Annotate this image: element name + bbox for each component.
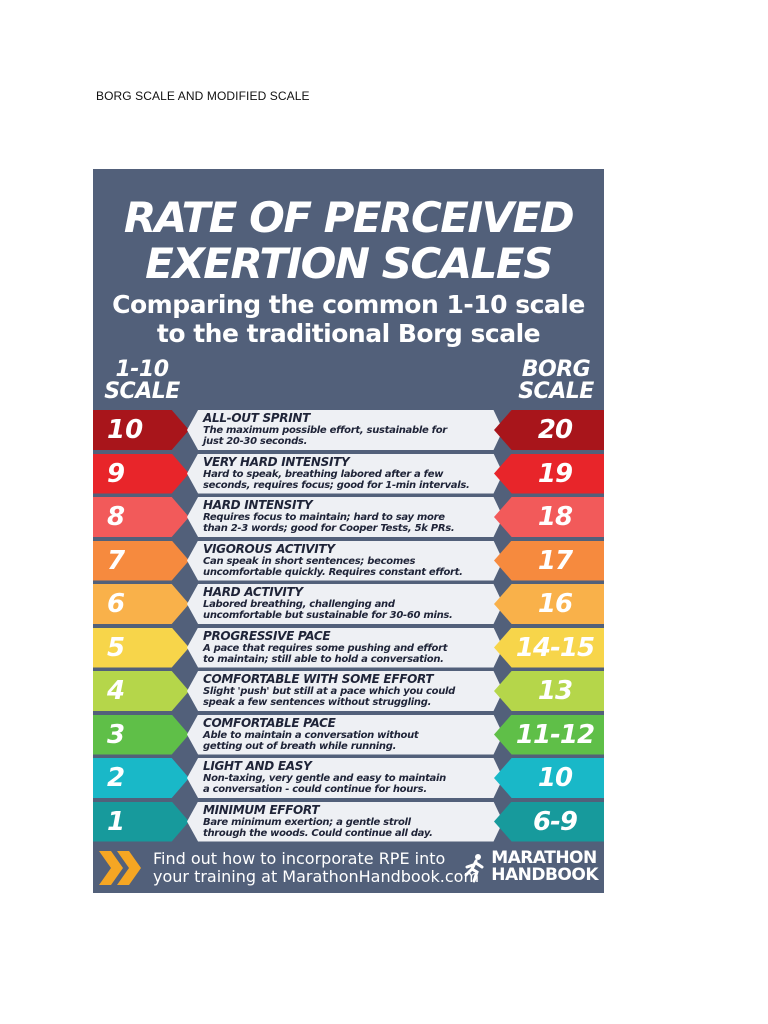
right-header-line2: SCALE bbox=[518, 379, 594, 404]
intensity-description: VERY HARD INTENSITY Hard to speak, breath… bbox=[187, 453, 503, 494]
intensity-title: VIGOROUS ACTIVITY bbox=[203, 541, 335, 556]
borg-value: 16 bbox=[494, 584, 604, 624]
borg-value: 10 bbox=[494, 758, 604, 798]
brand-logo: MARATHON HANDBOOK bbox=[491, 850, 598, 884]
scale-row: 6 HARD ACTIVITY Labored breathing, challen… bbox=[93, 584, 604, 624]
rpe-value: 4 bbox=[93, 671, 189, 711]
borg-value: 11-12 bbox=[494, 714, 604, 755]
intensity-description: PROGRESSIVE PACE A pace that requires som… bbox=[187, 627, 503, 668]
scale-row: 3 COMFORTABLE PACE Able to maintain a conv… bbox=[93, 714, 604, 755]
intensity-text-line1: A pace that requires some pushing and ef… bbox=[203, 642, 448, 654]
intensity-description: LIGHT AND EASY Non-taxing, very gentle an… bbox=[187, 758, 503, 798]
intensity-text-line2: just 20-30 seconds. bbox=[203, 436, 308, 447]
scale-row: 4 COMFORTABLE WITH SOME EFFORT Slight 'pus… bbox=[93, 671, 604, 711]
poster-subtitle-line1: Comparing the common 1-10 scale bbox=[112, 290, 585, 319]
rpe-value: 7 bbox=[93, 540, 189, 581]
footer-text: Find out how to incorporate RPE into you… bbox=[153, 850, 479, 886]
intensity-title: VERY HARD INTENSITY bbox=[203, 454, 350, 469]
intensity-text-line2: to maintain; still able to hold a conver… bbox=[203, 653, 444, 665]
intensity-description: VIGOROUS ACTIVITY Can speak in short sent… bbox=[187, 540, 503, 581]
intensity-text-line2: through the woods. Could continue all da… bbox=[203, 827, 433, 839]
right-scale-header: BORG SCALE bbox=[514, 359, 598, 403]
intensity-text-line1: Requires focus to maintain; hard to say … bbox=[203, 512, 445, 523]
rpe-value: 10 bbox=[93, 410, 189, 450]
scale-row: 9 VERY HARD INTENSITY Hard to speak, breat… bbox=[93, 453, 604, 494]
scale-row: 10 ALL-OUT SPRINT The maximum possible eff… bbox=[93, 410, 604, 450]
document-heading: BORG SCALE AND MODIFIED SCALE bbox=[96, 89, 310, 103]
left-header-line1: 1-10 bbox=[115, 357, 169, 382]
borg-value: 18 bbox=[494, 497, 604, 537]
scale-row: 5 PROGRESSIVE PACE A pace that requires so… bbox=[93, 627, 604, 668]
rpe-value: 5 bbox=[93, 627, 189, 668]
intensity-text-line2: seconds, requires focus; good for 1-min … bbox=[203, 479, 470, 491]
brand-line2: HANDBOOK bbox=[491, 865, 598, 885]
intensity-text-line2: uncomfortable quickly. Requires constant… bbox=[203, 566, 463, 578]
rpe-value: 3 bbox=[93, 714, 189, 755]
intensity-text-line2: a conversation - could continue for hour… bbox=[203, 784, 427, 795]
intensity-title: LIGHT AND EASY bbox=[203, 759, 312, 773]
borg-value: 13 bbox=[494, 671, 604, 711]
intensity-description: COMFORTABLE PACE Able to maintain a conve… bbox=[187, 714, 503, 755]
rpe-value: 8 bbox=[93, 497, 189, 537]
intensity-text-line1: Can speak in short sentences; becomes bbox=[203, 555, 416, 567]
rpe-value: 6 bbox=[93, 584, 189, 624]
footer-line1: Find out how to incorporate RPE into bbox=[153, 849, 446, 868]
poster-title-line1: RATE OF PERCEIVED bbox=[123, 193, 575, 242]
rpe-value: 2 bbox=[93, 758, 189, 798]
intensity-title: COMFORTABLE WITH SOME EFFORT bbox=[203, 672, 434, 686]
scale-row: 2 LIGHT AND EASY Non-taxing, very gentle a… bbox=[93, 758, 604, 798]
intensity-description: COMFORTABLE WITH SOME EFFORT Slight 'push… bbox=[187, 671, 503, 711]
brand-line1: MARATHON bbox=[491, 848, 597, 868]
intensity-text-line1: The maximum possible effort, sustainable… bbox=[203, 425, 447, 436]
poster-subtitle-line2: to the traditional Borg scale bbox=[156, 319, 541, 348]
intensity-text-line1: Non-taxing, very gentle and easy to main… bbox=[203, 773, 446, 784]
intensity-title: HARD INTENSITY bbox=[203, 498, 313, 512]
borg-value: 20 bbox=[494, 410, 604, 450]
intensity-text-line2: speak a few sentences without struggling… bbox=[203, 697, 432, 708]
borg-value: 17 bbox=[494, 540, 604, 581]
intensity-text-line1: Bare minimum exertion; a gentle stroll bbox=[203, 816, 411, 828]
intensity-description: HARD ACTIVITY Labored breathing, challeng… bbox=[187, 584, 503, 624]
intensity-title: ALL-OUT SPRINT bbox=[203, 411, 311, 425]
intensity-text-line1: Labored breathing, challenging and bbox=[203, 599, 395, 610]
borg-value: 14-15 bbox=[494, 627, 604, 668]
footer-line2: your training at MarathonHandbook.com bbox=[153, 867, 480, 886]
right-header-line1: BORG bbox=[521, 357, 591, 382]
intensity-text-line2: getting out of breath while running. bbox=[203, 740, 397, 752]
left-header-line2: SCALE bbox=[104, 379, 180, 404]
borg-value: 19 bbox=[494, 453, 604, 494]
intensity-description: HARD INTENSITY Requires focus to maintain… bbox=[187, 497, 503, 537]
poster-title-line2: EXERTION SCALES bbox=[145, 239, 553, 288]
left-scale-header: 1-10 SCALE bbox=[101, 359, 183, 403]
intensity-text-line2: uncomfortable but sustainable for 30-60 … bbox=[203, 610, 453, 621]
intensity-title: MINIMUM EFFORT bbox=[203, 802, 320, 817]
borg-value: 6-9 bbox=[494, 801, 604, 842]
scale-row: 8 HARD INTENSITY Requires focus to maintai… bbox=[93, 497, 604, 537]
intensity-description: MINIMUM EFFORT Bare minimum exertion; a g… bbox=[187, 801, 503, 842]
runner-icon bbox=[464, 854, 484, 883]
intensity-text-line2: than 2-3 words; good for Cooper Tests, 5… bbox=[203, 523, 455, 534]
intensity-text-line1: Able to maintain a conversation without bbox=[203, 729, 419, 741]
intensity-title: HARD ACTIVITY bbox=[203, 585, 303, 599]
scale-row: 7 VIGOROUS ACTIVITY Can speak in short sen… bbox=[93, 540, 604, 581]
intensity-title: PROGRESSIVE PACE bbox=[203, 628, 331, 643]
intensity-description: ALL-OUT SPRINT The maximum possible effor… bbox=[187, 410, 503, 450]
intensity-title: COMFORTABLE PACE bbox=[203, 715, 336, 730]
poster-footer: Find out how to incorporate RPE into you… bbox=[93, 843, 604, 893]
chevrons-icon bbox=[99, 851, 141, 885]
rpe-value: 9 bbox=[93, 453, 189, 494]
intensity-text-line1: Hard to speak, breathing labored after a… bbox=[203, 468, 444, 480]
rpe-value: 1 bbox=[93, 801, 189, 842]
intensity-text-line1: Slight 'push' but still at a pace which … bbox=[203, 686, 456, 697]
rpe-infographic: RATE OF PERCEIVED EXERTION SCALES Compar… bbox=[93, 169, 604, 893]
scale-row: 1 MINIMUM EFFORT Bare minimum exertion; a … bbox=[93, 801, 604, 842]
